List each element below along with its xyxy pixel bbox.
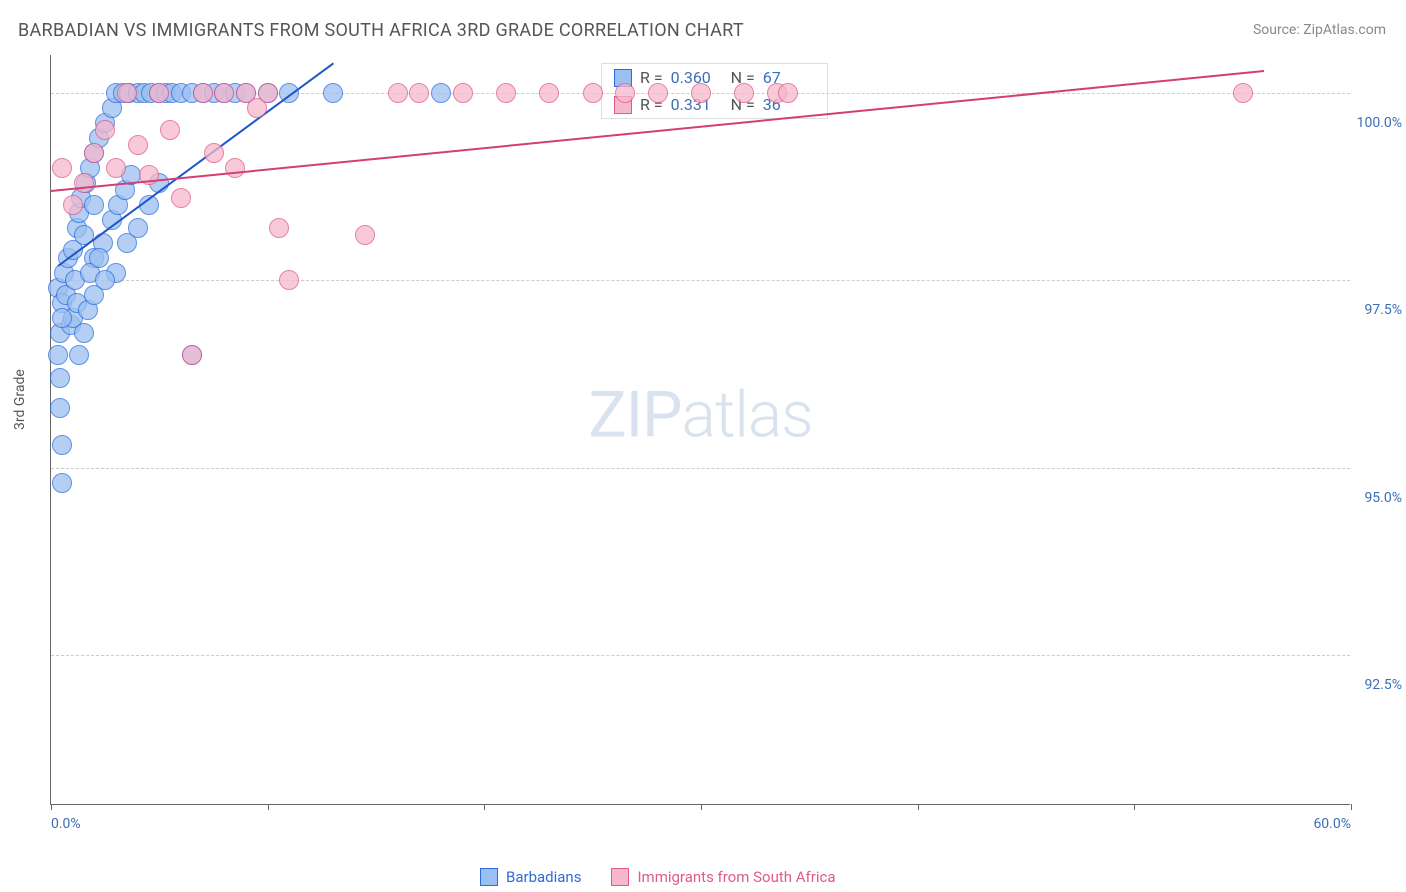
watermark-zip: ZIP	[588, 377, 681, 452]
data-point	[95, 270, 115, 290]
data-point	[355, 225, 375, 245]
watermark-atlas: atlas	[682, 377, 813, 452]
data-point	[225, 158, 245, 178]
data-point	[95, 120, 115, 140]
legend-item: Barbadians	[480, 868, 581, 886]
data-point	[84, 143, 104, 163]
data-point	[182, 345, 202, 365]
y-axis-title: 3rd Grade	[12, 369, 28, 430]
data-point	[388, 83, 408, 103]
y-tick-label: 95.0%	[1364, 490, 1402, 506]
data-point	[171, 188, 191, 208]
data-point	[48, 345, 68, 365]
data-point	[50, 398, 70, 418]
data-point	[52, 435, 72, 455]
data-point	[128, 135, 148, 155]
legend-swatch	[480, 868, 498, 886]
legend: Barbadians Immigrants from South Africa	[480, 868, 835, 886]
data-point	[204, 143, 224, 163]
x-tick-label: 0.0%	[51, 816, 81, 832]
data-point	[323, 83, 343, 103]
data-point	[496, 83, 516, 103]
data-point	[52, 473, 72, 493]
x-tick	[484, 804, 485, 810]
legend-swatch	[611, 868, 629, 886]
x-tick-label: 60.0%	[1313, 816, 1351, 832]
legend-label: Immigrants from South Africa	[637, 868, 835, 886]
gridline	[51, 655, 1350, 656]
gridline	[51, 468, 1350, 469]
data-point	[52, 158, 72, 178]
data-point	[84, 195, 104, 215]
data-point	[89, 248, 109, 268]
data-point	[431, 83, 451, 103]
data-point	[615, 83, 635, 103]
data-point	[128, 218, 148, 238]
source-credit: Source: ZipAtlas.com	[1253, 22, 1386, 38]
y-tick-label: 92.5%	[1364, 677, 1402, 693]
data-point	[734, 83, 754, 103]
data-point	[52, 308, 72, 328]
data-point	[74, 323, 94, 343]
data-point	[453, 83, 473, 103]
data-point	[160, 120, 180, 140]
data-point	[149, 83, 169, 103]
legend-label: Barbadians	[506, 868, 581, 886]
data-point	[583, 83, 603, 103]
data-point	[117, 83, 137, 103]
data-point	[63, 195, 83, 215]
data-point	[214, 83, 234, 103]
data-point	[258, 83, 278, 103]
y-tick-label: 97.5%	[1364, 302, 1402, 318]
watermark: ZIPatlas	[588, 377, 812, 452]
data-point	[691, 83, 711, 103]
x-tick	[1351, 804, 1352, 810]
data-point	[778, 83, 798, 103]
x-tick	[51, 804, 52, 810]
data-point	[269, 218, 289, 238]
data-point	[193, 83, 213, 103]
data-point	[279, 270, 299, 290]
chart-title: BARBADIAN VS IMMIGRANTS FROM SOUTH AFRIC…	[18, 20, 744, 41]
y-tick-label: 100.0%	[1357, 115, 1402, 131]
x-tick	[701, 804, 702, 810]
data-point	[106, 158, 126, 178]
data-point	[648, 83, 668, 103]
x-tick	[1134, 804, 1135, 810]
legend-item: Immigrants from South Africa	[611, 868, 835, 886]
data-point	[1233, 83, 1253, 103]
data-point	[409, 83, 429, 103]
data-point	[50, 368, 70, 388]
data-point	[539, 83, 559, 103]
plot-area: ZIPatlas R =0.360N =67R =0.331N =36 92.5…	[50, 55, 1350, 805]
x-tick	[918, 804, 919, 810]
x-tick	[268, 804, 269, 810]
data-point	[69, 345, 89, 365]
data-point	[74, 173, 94, 193]
gridline	[51, 280, 1350, 281]
